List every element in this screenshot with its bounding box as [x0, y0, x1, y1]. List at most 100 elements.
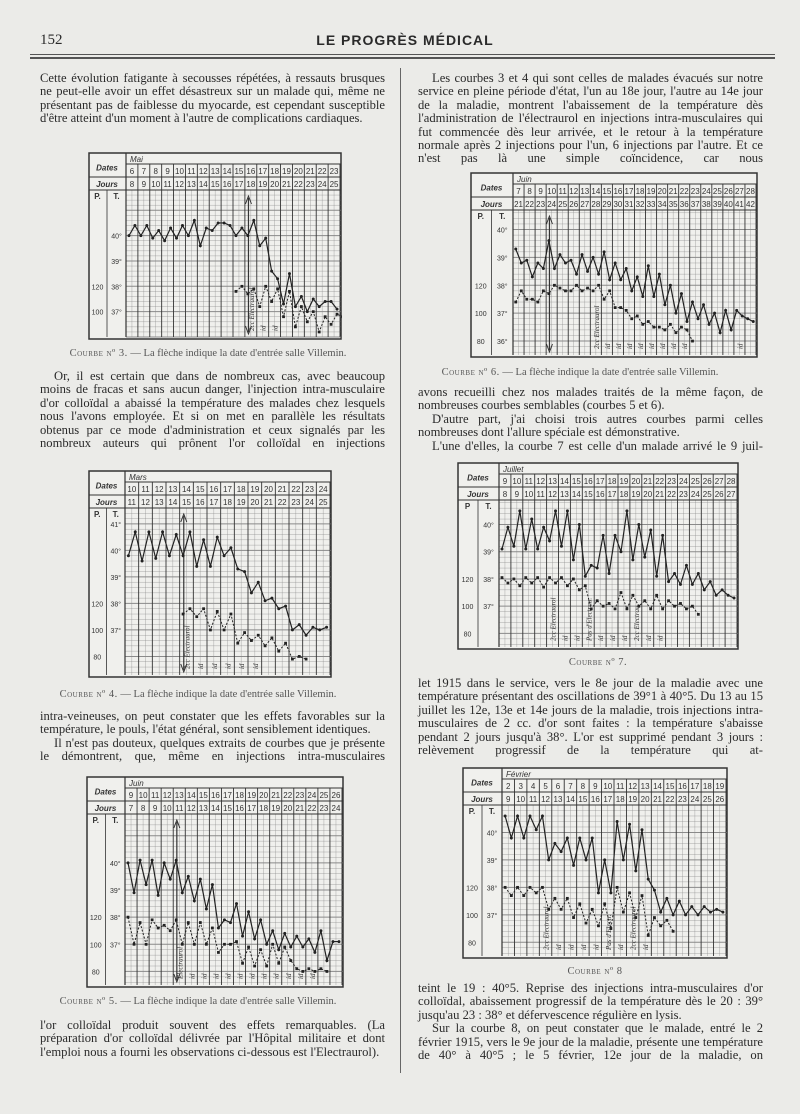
- pulse-point: [619, 591, 623, 594]
- temperature-point: [270, 596, 274, 600]
- temperature-point: [323, 300, 327, 304]
- dates-label: Dates: [96, 164, 118, 173]
- temperature-point: [559, 850, 563, 854]
- date-tick: 21: [271, 791, 280, 800]
- day-tick: 39: [713, 200, 722, 209]
- pulse-point: [217, 951, 220, 954]
- temperature-point: [575, 272, 579, 276]
- pulse-point: [603, 902, 607, 906]
- annotation-text: 2cc Electraurol: [550, 597, 558, 641]
- temperature-point: [276, 277, 280, 281]
- pulse-point: [674, 331, 678, 335]
- jours-label: Jours: [471, 795, 493, 804]
- pulse-point: [554, 581, 557, 585]
- temperature-tick: 37°: [497, 310, 508, 318]
- day-tick: 14: [572, 490, 581, 499]
- temperature-point: [563, 261, 567, 265]
- p-axis-label: P.: [94, 510, 101, 519]
- p-axis-label: P.: [477, 212, 484, 221]
- temperature-point: [673, 572, 677, 575]
- pulse-point: [518, 584, 522, 588]
- pulse-point: [536, 576, 540, 579]
- temperature-point: [138, 858, 142, 862]
- temperature-point: [597, 272, 601, 276]
- pulse-tick: 120: [475, 283, 487, 290]
- temperature-point: [583, 574, 587, 578]
- pulse-point: [597, 283, 601, 287]
- temperature-point: [210, 883, 214, 887]
- annotation-text: id: [626, 343, 634, 349]
- day-tick: 27: [580, 200, 589, 209]
- pulse-point: [270, 636, 274, 640]
- pulse-point: [528, 885, 532, 889]
- pulse-point: [211, 926, 214, 930]
- date-tick: 13: [175, 791, 184, 800]
- day-tick: 19: [271, 804, 280, 813]
- pulse-point: [289, 959, 293, 962]
- pulse-point: [671, 929, 675, 933]
- date-tick: 10: [127, 485, 136, 494]
- temperature-point: [707, 322, 711, 326]
- temperature-point: [144, 883, 148, 887]
- temperature-point: [708, 910, 712, 914]
- pulse-point: [144, 942, 148, 946]
- pulse-point: [680, 325, 683, 329]
- pulse-line: [504, 886, 674, 936]
- temperature-point: [516, 814, 520, 818]
- pulse-point: [575, 283, 578, 287]
- annotation-text: id: [615, 343, 623, 349]
- temperature-line: [501, 510, 735, 599]
- temperature-point: [613, 533, 617, 537]
- day-tick: 10: [151, 180, 160, 189]
- date-tick: 23: [691, 187, 700, 196]
- jours-label: Jours: [95, 804, 117, 813]
- temperature-point: [133, 223, 137, 227]
- pulse-point: [222, 628, 226, 632]
- day-tick: 18: [619, 490, 628, 499]
- date-tick: 21: [278, 485, 287, 494]
- figure-caption: Courbe nº 4. — La flèche indique la date…: [18, 689, 378, 700]
- temperature-point: [222, 221, 226, 225]
- temperature-point: [236, 567, 240, 571]
- temperature-point: [671, 913, 675, 917]
- dates-label: Dates: [467, 474, 489, 483]
- t-axis-label: T.: [113, 510, 119, 519]
- header-rule: [30, 54, 775, 55]
- temperature-point: [228, 223, 232, 227]
- pulse-point: [635, 314, 639, 318]
- date-tick: 6: [556, 782, 561, 791]
- date-tick: 19: [715, 782, 724, 791]
- date-tick: 20: [259, 791, 268, 800]
- temperature-point: [304, 633, 308, 637]
- date-tick: 18: [235, 791, 244, 800]
- pulse-tick: 120: [90, 915, 102, 922]
- temperature-tick: 38°: [110, 600, 121, 608]
- pulse-point: [649, 607, 653, 611]
- date-tick: 9: [165, 167, 170, 176]
- day-tick: 21: [514, 200, 523, 209]
- temperature-point: [174, 533, 178, 537]
- temperature-point: [195, 564, 199, 568]
- temperature-point: [708, 580, 712, 584]
- temperature-point: [679, 292, 683, 296]
- day-tick: 18: [259, 804, 268, 813]
- temperature-point: [256, 580, 260, 584]
- p-axis-label: P: [465, 502, 471, 511]
- pulse-point: [548, 576, 551, 579]
- temperature-tick: 41°: [110, 521, 121, 529]
- date-tick: 18: [608, 477, 617, 486]
- temperature-point: [240, 226, 244, 230]
- date-tick: 13: [211, 167, 220, 176]
- pulse-point: [276, 287, 279, 291]
- pulse-point: [541, 885, 544, 889]
- pulse-point: [590, 907, 594, 911]
- t-axis-label: T.: [113, 192, 119, 201]
- pulse-point: [640, 894, 644, 897]
- temperature-point: [208, 564, 212, 568]
- temperature-point: [607, 572, 611, 575]
- day-tick: 17: [608, 490, 617, 499]
- paragraph: avons recueilli chez nos malades traités…: [418, 385, 763, 453]
- temperature-point: [657, 272, 661, 276]
- pulse-point: [229, 612, 233, 616]
